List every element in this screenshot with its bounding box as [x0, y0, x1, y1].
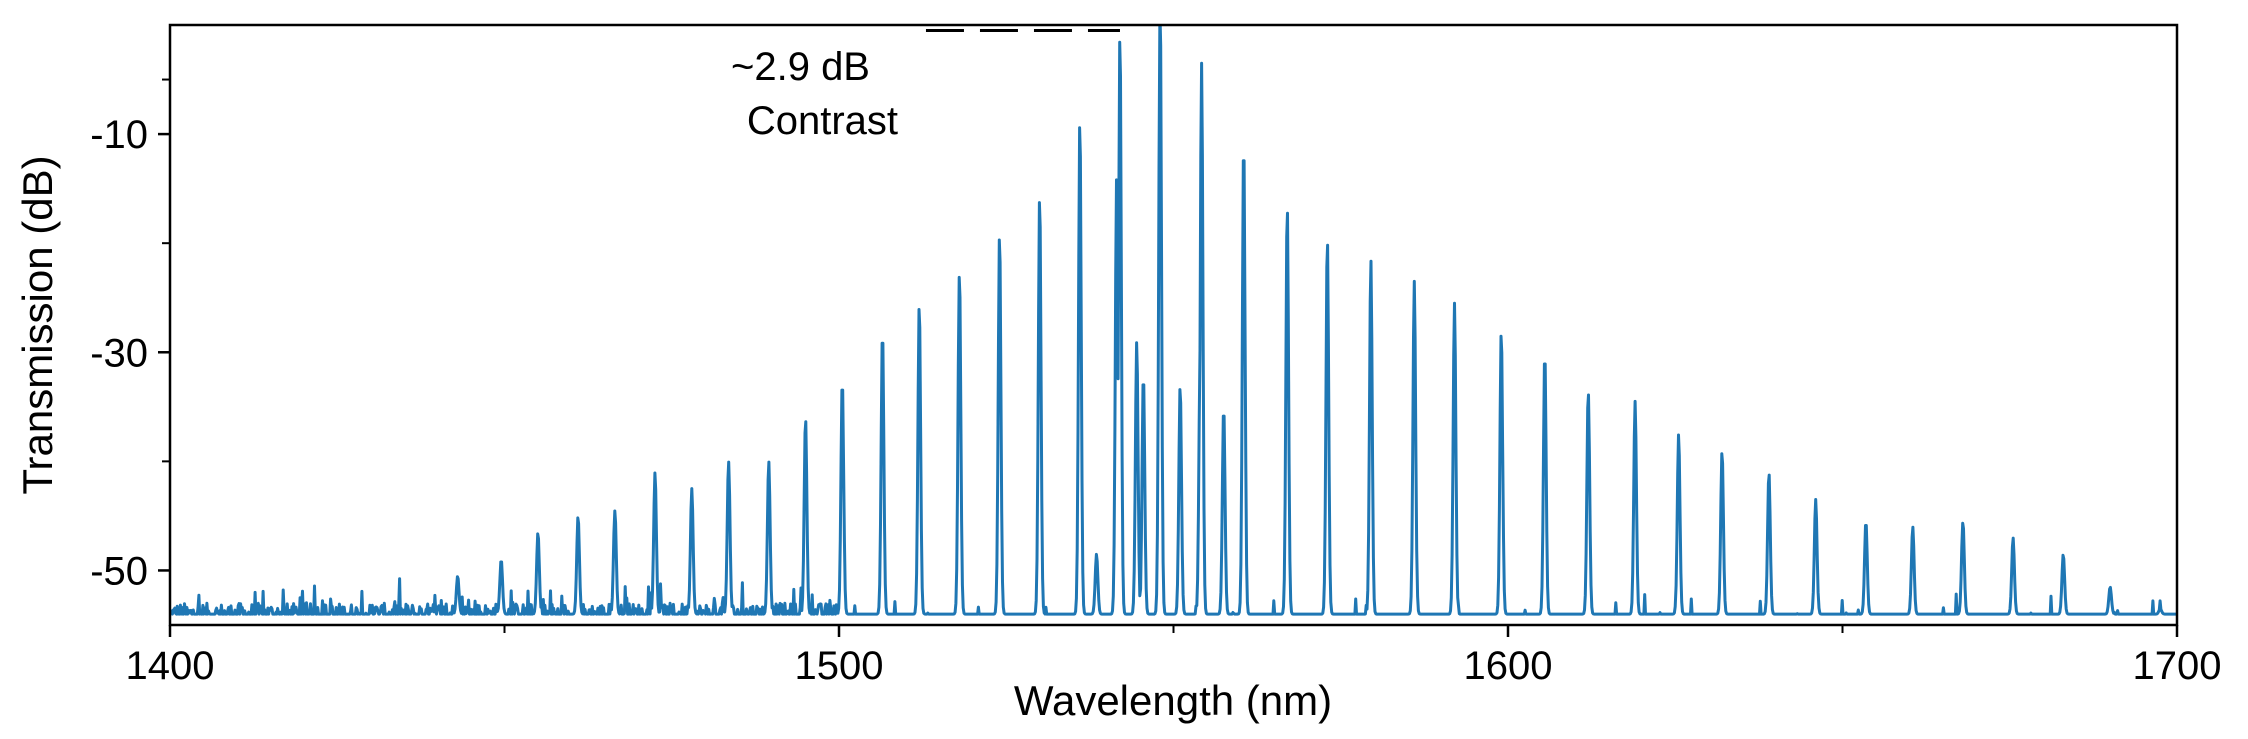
contrast-value-annotation: ~2.9 dB: [731, 45, 870, 89]
resonance-peak-point: [1179, 384, 1181, 386]
x-tick-label: 1500: [795, 644, 884, 688]
resonance-peak-point: [1326, 237, 1328, 239]
resonance-peak-point: [841, 379, 843, 381]
resonance-peak-point: [1243, 139, 1245, 141]
resonance-peak-point: [1544, 351, 1546, 353]
resonance-peak-point: [1286, 204, 1288, 206]
resonance-peak-point: [999, 231, 1001, 233]
resonance-peak-point: [1039, 193, 1041, 195]
y-tick-label: -10: [90, 113, 148, 157]
resonance-peak-point: [1223, 406, 1225, 408]
resonance-peak-point: [1721, 449, 1723, 451]
resonance-peak-point: [1768, 471, 1770, 473]
plot-frame: [168, 23, 2179, 627]
resonance-peak-point: [1079, 117, 1081, 119]
y-axis: -10 -30 -50: [90, 78, 170, 593]
resonance-peak-point: [1865, 520, 1867, 522]
x-axis: 1400 1500 1600 1700: [126, 625, 2222, 688]
resonance-peak-point: [1142, 373, 1144, 375]
resonance-peak-point: [805, 417, 807, 419]
x-tick-label: 1600: [1464, 644, 1553, 688]
resonance-peak-point: [918, 302, 920, 304]
contrast-label-annotation: Contrast: [747, 99, 898, 143]
resonance-peak-point: [500, 559, 502, 561]
spectrum-series-line: [170, 25, 2177, 616]
y-tick-label: -30: [90, 331, 148, 375]
x-axis-title: Wavelength (nm): [1014, 677, 1332, 724]
resonance-peak-point: [1500, 329, 1502, 331]
x-tick-label: 1400: [126, 644, 215, 688]
resonance-peak-point: [881, 329, 883, 331]
y-tick-label: -50: [90, 549, 148, 593]
x-tick-label: 1700: [2133, 644, 2222, 688]
resonance-peak-point: [958, 269, 960, 271]
y-axis-title: Transmission (dB): [14, 155, 61, 494]
resonance-peak-point: [1587, 389, 1589, 391]
